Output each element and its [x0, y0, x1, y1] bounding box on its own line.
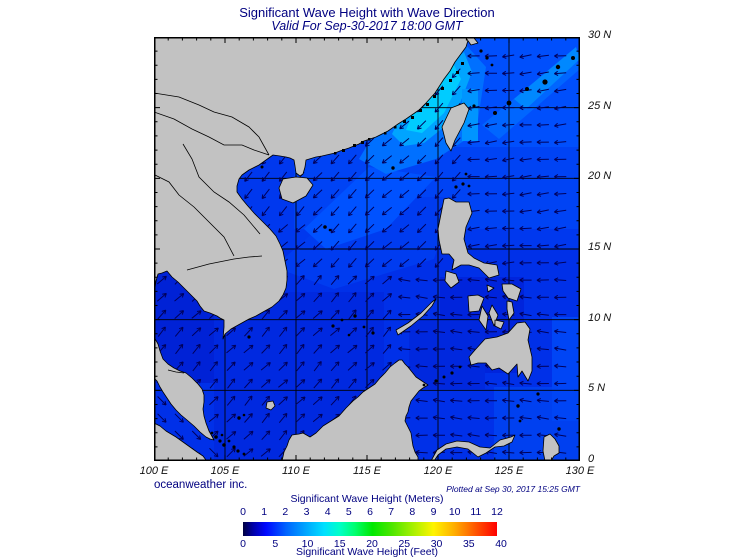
lat-label: 15 N — [588, 241, 612, 253]
meter-tick: 2 — [282, 506, 289, 518]
island-mindanao — [468, 321, 533, 382]
island-samar — [501, 283, 522, 302]
lat-label: 10 N — [588, 311, 612, 324]
lat-label: 20 N — [588, 170, 612, 183]
meter-tick: 7 — [388, 506, 395, 518]
meter-tick: 1 — [261, 506, 268, 518]
colorbar-title-meters: Significant Wave Height (Meters) — [290, 493, 444, 505]
meter-tick: 12 — [491, 506, 503, 518]
lon-label: 105 E — [210, 465, 240, 477]
credit-text: oceanweather inc. — [154, 479, 248, 491]
map-canvas — [153, 36, 580, 462]
meter-tick: 5 — [345, 506, 352, 518]
land-sulawesi-arm — [430, 434, 516, 462]
island-palawan — [395, 298, 437, 336]
colorbar-title-feet: Significant Wave Height (Feet) — [295, 546, 438, 558]
island-masbate — [486, 284, 495, 293]
meter-tick: 0 — [240, 506, 246, 518]
lon-label: 110 E — [282, 465, 310, 477]
feet-tick: 15 — [333, 538, 346, 550]
wave-height-map — [153, 36, 580, 462]
feet-tick: 0 — [240, 538, 246, 550]
island-mindoro — [444, 270, 460, 289]
lon-label: 130 E — [565, 465, 595, 477]
meter-tick: 3 — [303, 506, 310, 518]
island-luzon — [437, 197, 500, 279]
valid-time-subtitle: Valid For Sep-30-2017 18:00 GMT — [271, 19, 463, 33]
feet-tick: 5 — [272, 538, 279, 550]
feet-tick: 10 — [301, 538, 314, 550]
feet-tick: 35 — [462, 538, 475, 550]
land-halmahera — [542, 433, 560, 462]
meter-tick: 10 — [448, 506, 461, 518]
meter-tick: 11 — [470, 506, 482, 518]
meter-tick: 9 — [430, 506, 437, 518]
island-bohol — [494, 319, 505, 330]
land-borneo — [281, 359, 429, 462]
island-taiwan — [441, 102, 470, 152]
island-negros — [478, 305, 489, 331]
colorbar-gradient — [243, 522, 497, 536]
country-borders — [153, 92, 270, 374]
island-natuna — [265, 400, 276, 411]
feet-tick: 30 — [430, 538, 443, 550]
lon-label: 125 E — [494, 465, 524, 477]
colorbar: 0 1 2 3 4 5 6 7 8 9 10 11 12 0 5 10 15 20 25 30 35 40 — [240, 506, 507, 552]
page-title: Significant Wave Height with Wave Direct… — [239, 5, 495, 20]
meter-tick: 8 — [409, 506, 416, 518]
meter-tick: 4 — [324, 506, 331, 518]
lat-label: 25 N — [588, 99, 612, 112]
map-frame — [154, 37, 580, 461]
lon-label: 120 E — [423, 465, 453, 477]
lon-label: 100 E — [139, 465, 169, 477]
lat-label: 5 N — [588, 382, 606, 395]
lat-label: 30 N — [588, 29, 612, 41]
land-malay-peninsula — [153, 336, 215, 441]
plotted-timestamp: Plotted at Sep 30, 2017 15:25 GMT — [446, 484, 580, 494]
island-hainan — [278, 176, 314, 204]
feet-tick: 20 — [366, 538, 378, 550]
feet-tick: 40 — [495, 538, 507, 550]
meter-tick: 6 — [367, 506, 373, 518]
degree-ticks — [154, 37, 580, 461]
feet-tick: 25 — [398, 538, 411, 550]
island-leyte — [506, 300, 515, 321]
lat-label: 0 — [588, 453, 595, 466]
land-masses — [153, 36, 560, 462]
small-islands — [210, 49, 575, 456]
lon-label: 115 E — [353, 465, 381, 477]
island-panay — [467, 294, 485, 313]
